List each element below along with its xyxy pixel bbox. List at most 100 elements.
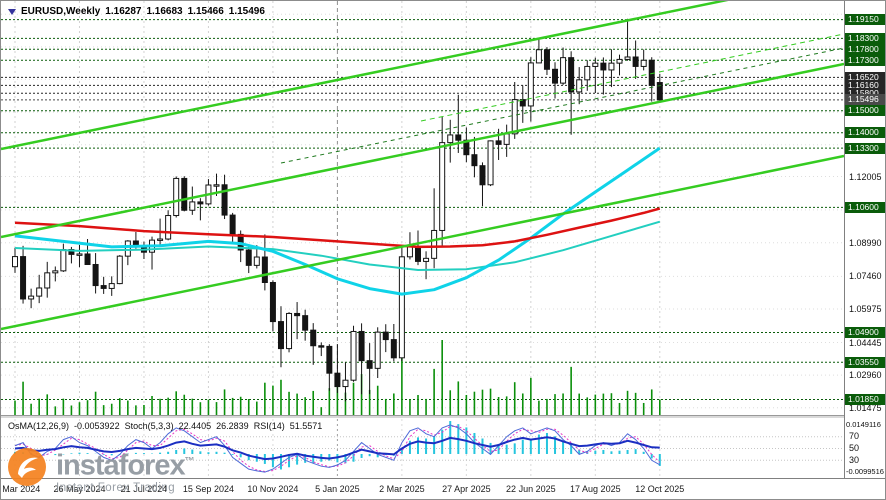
date-label[interactable]: 2 Mar 2025 [379,484,425,494]
symbol-timeframe: EURUSD,Weekly [21,6,101,17]
ohlc-open: 1.16287 [105,6,142,17]
candle-bull [439,142,446,231]
candle-bull [560,57,567,84]
trendline[interactable] [1,62,844,239]
trendline[interactable] [1,154,844,331]
ohlc-low: 1.15466 [187,6,224,17]
rsi-value: 51.5571 [289,421,323,431]
candle-bear [261,256,268,283]
candle-bear [294,312,301,317]
candle-bear [84,253,91,265]
watermark-brand: instaforex [56,449,186,482]
candle-bull [431,229,438,259]
candle-bull [28,295,35,300]
candle-bear [382,331,389,341]
candle-bear [632,56,639,67]
indicator-labels: OsMA(12,26,9) -0.0053922 Stoch(5,3,3) 22… [8,421,322,431]
candle-bull [447,134,454,144]
candle-bull [592,62,599,67]
price-tick-label: 1.08990 [849,237,882,248]
trendline[interactable] [1,1,844,151]
candle-bear [415,246,421,262]
date-label[interactable]: 17 Aug 2025 [570,484,621,494]
osma-value: -0.0053922 [74,421,120,431]
candle-bear [92,263,99,287]
date-label[interactable]: 26 May 2024 [53,484,106,494]
price-level-badge: 1.13300 [845,142,885,154]
candle-bull [286,312,293,350]
candle-bull [398,256,405,359]
price-level-badge: 1.15000 [845,105,885,117]
pane-separator[interactable] [1,415,885,418]
date-label[interactable]: 5 Jan 2025 [315,484,360,494]
candle-bear [181,177,188,211]
candle-bear [100,285,107,289]
candle-bear [221,184,228,216]
indicator-pane [1,419,844,478]
stoch-label: Stoch(5,3,3) [124,421,174,431]
date-label[interactable]: 12 Oct 2025 [635,484,685,494]
ma-red[interactable] [14,207,661,249]
date-label[interactable]: 22 Jun 2025 [506,484,556,494]
date-label[interactable]: 10 Nov 2024 [247,484,299,494]
candle-bull [374,331,381,369]
watermark-brand-line: instaforex™ [56,447,195,482]
price-level-badge: 1.18300 [845,32,885,44]
candle-bear [245,249,252,266]
candle-bull [640,59,647,67]
candle-bull [108,283,115,289]
candle-bear [568,57,575,93]
candle-bull [36,287,43,297]
price-tick-label: 1.05975 [849,303,882,314]
candle-bear [479,165,486,186]
candle-bear [197,201,204,205]
candle-bear [543,49,550,70]
instaforex-watermark: instaforex™ Instant Forex Trading [7,447,195,494]
candle-bull [342,379,349,388]
candle-bull [616,58,623,64]
date-label[interactable]: 31 Mar 2024 [1,484,41,494]
candle-bull [511,99,518,135]
candle-bear [463,139,470,156]
ma-cyan-slow[interactable] [14,220,661,271]
candle-bull [173,177,180,217]
candle-bull [189,201,196,211]
candle-bear [269,281,276,323]
candle-bull [608,62,615,71]
stoch-signal-line [14,425,661,473]
price-level-badge: 1.10600 [845,201,885,213]
candle-bear [20,256,27,300]
candle-bear [366,360,373,369]
candle-bear [390,339,397,359]
candle-bull [527,62,534,107]
time-axis[interactable]: 31 Mar 2024 26 May 2024 21 Jul 2024 15 Sep … [1,478,885,499]
date-label[interactable]: 15 Sep 2024 [182,484,234,494]
candle-bull [503,133,510,145]
price-level-badge: 1.14000 [845,127,885,139]
price-axis[interactable]: 1.12005 1.08990 1.07460 1.05975 1.04445 1.029… [844,1,885,478]
stoch-main-line [14,424,661,473]
date-label[interactable]: 21 Jul 2024 [120,484,168,494]
watermark-text: instaforex™ Instant Forex Trading [56,447,195,494]
candle-bull [165,215,172,240]
candle-bull [124,240,131,257]
candle-bear [318,345,325,348]
price-tick-label: 1.12005 [849,171,882,182]
candle-bull [406,246,413,258]
date-label[interactable]: 27 Apr 2025 [442,484,491,494]
indicator-axis-label: 0.0149116 [846,420,881,429]
price-tick-label: 1.02960 [849,370,882,381]
candle-bear [552,68,559,84]
candle-bull [624,56,631,60]
watermark-tagline: Instant Forex Trading [56,481,176,494]
symbol-dropdown-icon[interactable] [8,8,16,15]
indicator-axis-label: 30 [849,455,860,465]
candle-bull [12,256,18,268]
price-tick-label: 1.07460 [849,271,882,282]
price-level-badge: 1.17300 [845,54,885,66]
instaforex-logo-icon [8,448,46,486]
price-tick-label: 1.04445 [849,337,882,348]
ohlc-close: 1.15496 [228,6,265,17]
